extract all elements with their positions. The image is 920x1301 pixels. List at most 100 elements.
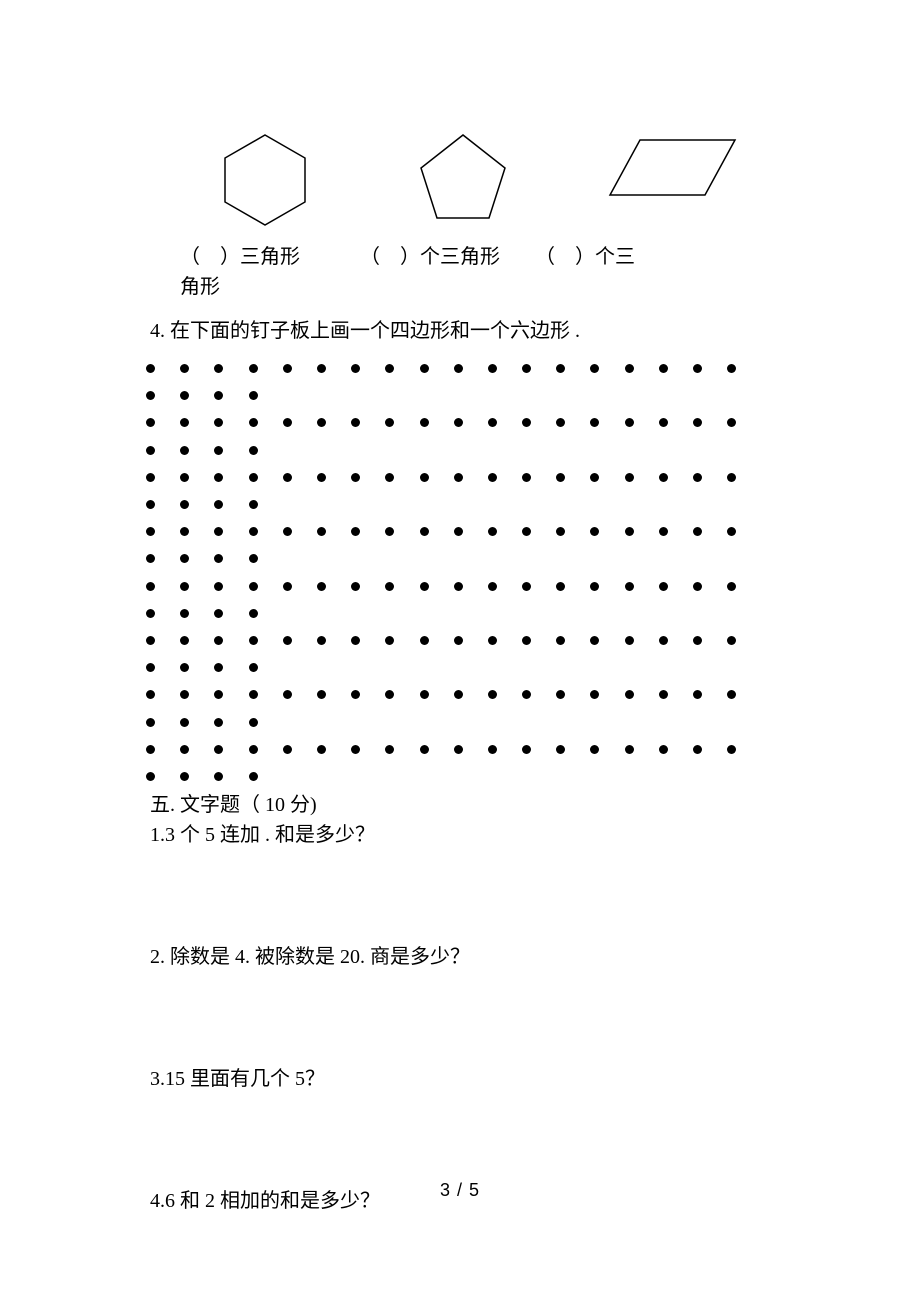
- dot-row: [146, 382, 770, 409]
- dot: [249, 582, 258, 591]
- dot: [214, 473, 223, 482]
- dot: [659, 745, 668, 754]
- dot: [488, 690, 497, 699]
- dot: [146, 718, 155, 727]
- dot: [556, 690, 565, 699]
- dot-row: [146, 763, 770, 790]
- dot: [727, 418, 736, 427]
- dot: [693, 690, 702, 699]
- dot: [522, 473, 531, 482]
- dot: [214, 391, 223, 400]
- dot: [385, 690, 394, 699]
- question-2: 2. 除数是 4. 被除数是 20. 商是多少？: [150, 942, 770, 972]
- dot: [556, 636, 565, 645]
- dot: [454, 690, 463, 699]
- dot: [180, 364, 189, 373]
- parallelogram-icon: [605, 130, 740, 205]
- dot: [693, 636, 702, 645]
- dot: [590, 745, 599, 754]
- dot: [146, 500, 155, 509]
- dot: [249, 500, 258, 509]
- dot: [625, 364, 634, 373]
- dot: [249, 391, 258, 400]
- dot: [351, 364, 360, 373]
- dot: [385, 473, 394, 482]
- dot: [590, 636, 599, 645]
- dot: [249, 609, 258, 618]
- dot: [727, 690, 736, 699]
- dot: [214, 745, 223, 754]
- dot: [249, 718, 258, 727]
- dot: [590, 582, 599, 591]
- dot: [454, 364, 463, 373]
- dot: [488, 418, 497, 427]
- dot: [385, 582, 394, 591]
- dot: [351, 418, 360, 427]
- dot: [146, 473, 155, 482]
- dot: [556, 473, 565, 482]
- hexagon-icon: [210, 130, 320, 230]
- dot: [385, 745, 394, 754]
- dot: [317, 745, 326, 754]
- dot: [214, 446, 223, 455]
- dot: [283, 690, 292, 699]
- dot: [351, 636, 360, 645]
- shape-labels: （ ）三角形 （ ）个三角形 （ ）个三 角形: [150, 242, 770, 302]
- dot: [385, 364, 394, 373]
- dot: [590, 473, 599, 482]
- dot: [727, 364, 736, 373]
- dot: [351, 690, 360, 699]
- dot: [317, 690, 326, 699]
- dot-row: [146, 681, 770, 708]
- dot: [420, 636, 429, 645]
- dot: [180, 582, 189, 591]
- dot: [420, 745, 429, 754]
- dot: [727, 473, 736, 482]
- dot: [180, 500, 189, 509]
- dot: [146, 663, 155, 672]
- dot: [420, 582, 429, 591]
- question-4-text: 4. 在下面的钉子板上画一个四边形和一个六边形 .: [150, 316, 770, 347]
- dot: [214, 527, 223, 536]
- dot: [556, 527, 565, 536]
- dot: [283, 636, 292, 645]
- dot: [556, 582, 565, 591]
- dot: [146, 690, 155, 699]
- dot: [180, 663, 189, 672]
- dot-row: [146, 437, 770, 464]
- dot: [283, 745, 292, 754]
- dot: [625, 690, 634, 699]
- dot: [625, 473, 634, 482]
- dot: [659, 418, 668, 427]
- dot-row: [146, 545, 770, 572]
- dot: [659, 636, 668, 645]
- dot: [693, 527, 702, 536]
- dot: [214, 554, 223, 563]
- dot: [522, 527, 531, 536]
- dot: [522, 364, 531, 373]
- dot: [420, 473, 429, 482]
- dot: [146, 772, 155, 781]
- dot: [180, 772, 189, 781]
- dot: [317, 473, 326, 482]
- dot: [249, 446, 258, 455]
- dot: [214, 690, 223, 699]
- dot: [180, 554, 189, 563]
- dot: [590, 418, 599, 427]
- dot: [522, 745, 531, 754]
- dot: [625, 636, 634, 645]
- dot: [317, 418, 326, 427]
- dot: [693, 364, 702, 373]
- labels-line-2: 角形: [180, 276, 220, 298]
- dot-row: [146, 409, 770, 436]
- dot: [180, 527, 189, 536]
- dot: [625, 745, 634, 754]
- dot: [659, 690, 668, 699]
- dot: [522, 418, 531, 427]
- dot: [590, 527, 599, 536]
- dot: [351, 473, 360, 482]
- dot: [214, 582, 223, 591]
- dot: [454, 745, 463, 754]
- dot: [146, 527, 155, 536]
- dot: [214, 500, 223, 509]
